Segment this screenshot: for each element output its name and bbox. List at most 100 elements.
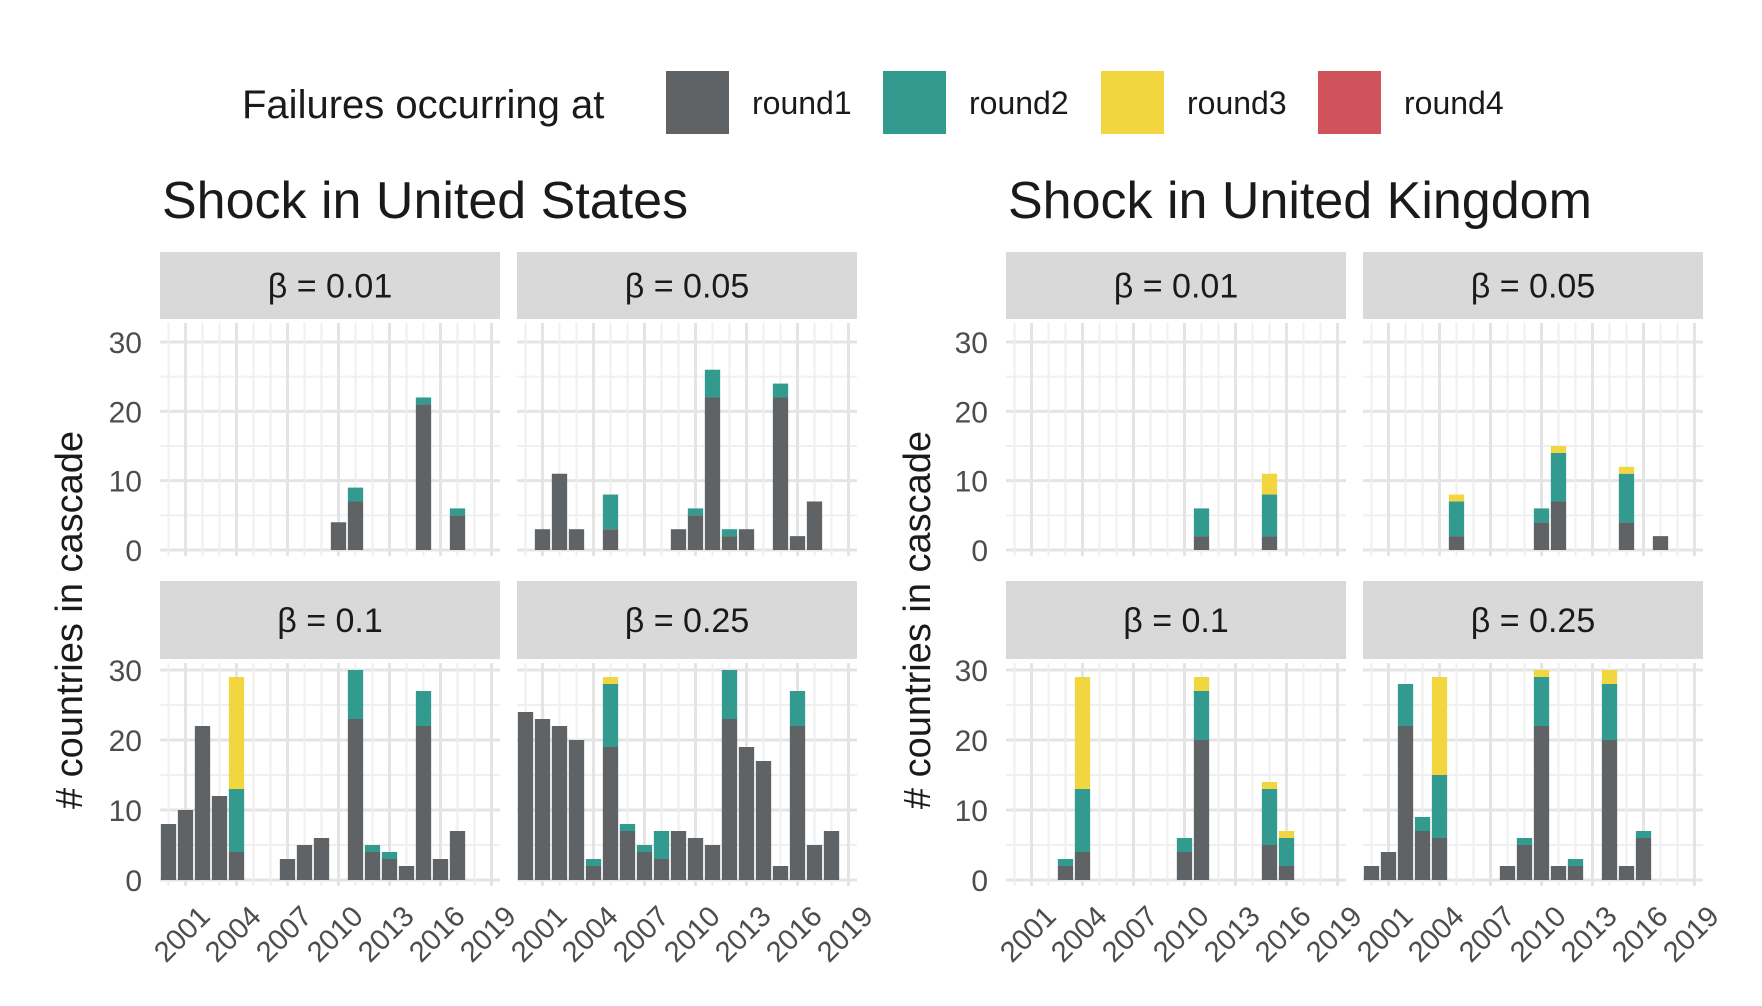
bar-round2-2012 [721,670,738,719]
bar-round2-2003 [1057,859,1074,866]
bar-round1-2005 [602,529,619,550]
x-tick-label: 2019 [454,900,522,968]
bar-round1-2016 [432,859,449,880]
facet-strip [160,581,500,659]
bar-round1-2008 [653,859,670,880]
bar-round1-2009 [1516,845,1533,880]
y-tick-label: 0 [971,865,988,898]
gridlines [517,663,857,886]
legend-title: Failures occurring at [242,83,604,127]
bar-round1-2007 [636,852,653,880]
bar-round1-2011 [1193,740,1210,880]
bar-round2-2010 [1176,838,1193,852]
bar-round2-2016 [789,691,806,726]
bar-round1-2015 [772,866,789,880]
bar-round1-2015 [1618,866,1635,880]
bar-round2-2017 [449,508,466,516]
bar-round2-2004 [1074,789,1091,852]
x-tick-label: 2019 [1300,900,1368,968]
bar-round1-2004 [228,852,245,880]
facet-strip-label: β = 0.01 [268,268,392,306]
bar-round1-2014 [1601,740,1618,880]
facet-strip-label: β = 0.01 [1114,268,1238,306]
bar-round1-2010 [330,522,347,550]
legend-swatch-round3 [1101,71,1164,134]
bar-round1-2012 [1567,866,1584,880]
bar-round2-2015 [415,397,432,405]
bar-round1-2009 [670,831,687,880]
bar-round1-2002 [551,473,568,550]
bar-round2-2009 [1516,838,1533,845]
bars [517,670,840,880]
legend-label-round4: round4 [1404,85,1504,121]
bar-round2-2010 [1533,677,1550,726]
x-tick-label: 2016 [1249,900,1317,968]
x-tick-label: 2010 [1147,900,1215,968]
bar-round1-2016 [1635,838,1652,880]
x-tick-label: 2013 [709,900,777,968]
y-tick-label: 0 [125,535,142,568]
bars [1448,446,1669,550]
y-tick-label: 10 [109,795,142,828]
bar-round1-2004 [585,866,602,880]
bar-round2-2008 [653,831,670,859]
y-tick-label: 0 [125,865,142,898]
x-tick-label: 2010 [658,900,726,968]
x-tick-label: 2001 [505,900,573,968]
panel-1-0: β = 0.01 0 10 20 30 [955,252,1346,568]
bar-round1-2017 [449,515,466,550]
bar-round1-2012 [721,536,738,550]
bar-round1-2016 [1278,866,1295,880]
bar-round1-2000 [160,824,177,880]
gridlines [160,323,500,556]
bar-round2-2011 [1193,508,1210,537]
bar-round2-2012 [721,529,738,537]
bar-round2-2015 [1618,473,1635,523]
x-tick-label: 2001 [1351,900,1419,968]
y-tick-label: 30 [109,327,142,360]
bar-round1-2005 [1448,536,1465,550]
y-tick-label: 20 [955,725,988,758]
gridlines [1006,323,1346,556]
legend-swatch-round2 [883,71,946,134]
bar-round1-2015 [415,404,432,550]
bar-round3-2011 [1193,677,1210,691]
bar-round2-2004 [1431,775,1448,838]
facet-strip-label: β = 0.05 [1471,268,1595,306]
group-title: Shock in United States [162,172,688,230]
bar-round1-2013 [738,529,755,550]
bar-round1-2002 [1397,726,1414,880]
bar-round2-2004 [585,859,602,866]
bar-round3-2004 [228,677,245,789]
bar-round1-2011 [704,397,721,550]
bar-round2-2015 [1261,494,1278,537]
bars [1057,677,1295,880]
facet-strip [160,252,500,319]
panel-0-2: β = 0.1 0 10 20 30 20012004200720102013201620… [109,581,523,969]
bar-round2-2006 [619,824,636,831]
facet-strip-label: β = 0.1 [277,602,383,640]
bar-round1-2017 [449,831,466,880]
bar-round1-2014 [755,761,772,880]
bar-round2-2011 [1550,452,1567,502]
y-tick-label: 30 [955,655,988,688]
facet-strip [1006,252,1346,319]
legend: Failures occurring at round1 round2 round3… [242,71,1504,134]
bar-round1-2005 [602,747,619,880]
facet-strip-label: β = 0.25 [1471,602,1595,640]
bar-round2-2003 [1414,817,1431,831]
bar-round1-2018 [823,831,840,880]
bar-round1-2001 [534,529,551,550]
panel-1-1: β = 0.05 [1363,252,1703,556]
bar-round2-2005 [1448,501,1465,537]
panel-1-2: β = 0.1 0 10 20 30 20012004200720102013201620… [955,581,1369,969]
bar-round1-2000 [1363,866,1380,880]
bar-round2-2007 [636,845,653,852]
bar-round1-2017 [806,501,823,550]
bar-round1-2014 [398,866,415,880]
group-1: Shock in United Kingdom # countries in ca… [897,172,1726,969]
y-tick-label: 30 [109,655,142,688]
bar-round3-2004 [1431,677,1448,775]
x-tick-label: 2016 [760,900,828,968]
